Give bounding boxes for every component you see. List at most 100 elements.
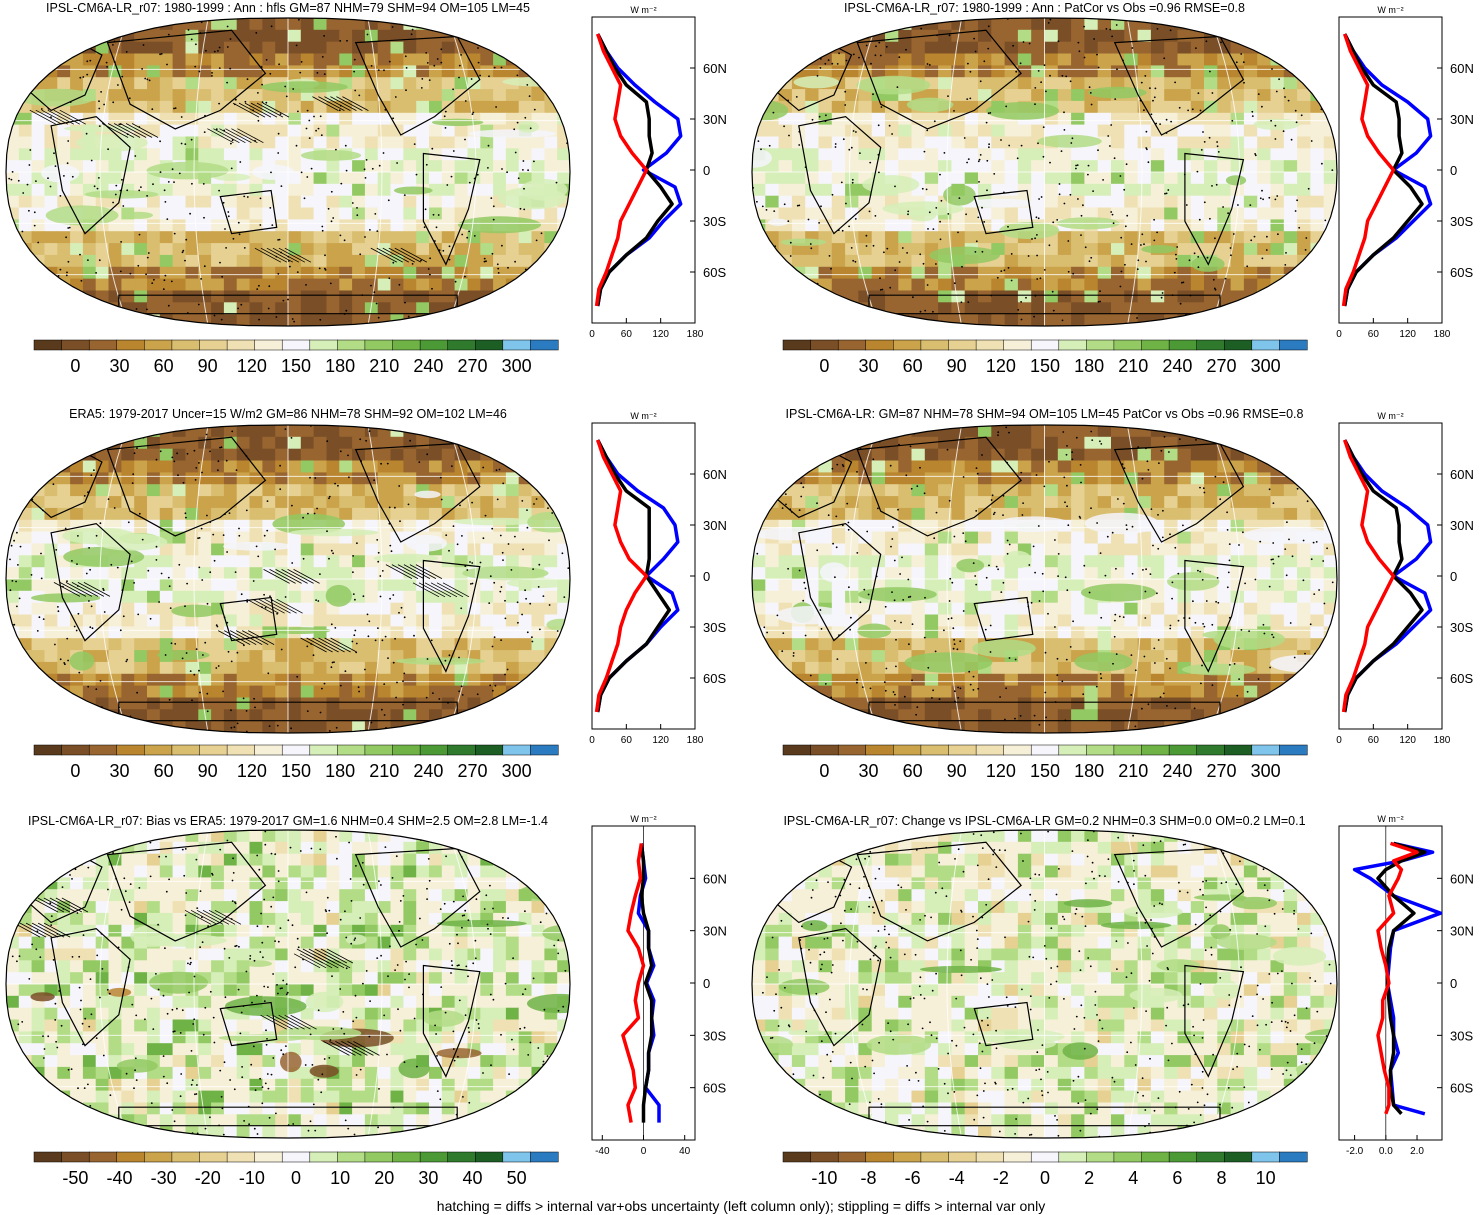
profile-lat-label: 30N [1450,112,1474,127]
colorbar-swatch [1168,744,1198,756]
colorbar-swatch [975,339,1005,351]
colorbar-tick-label: 300 [502,356,532,376]
profile-lat-label: 30S [1450,214,1473,229]
map-outline [751,424,1338,734]
profile-unit: W m⁻² [630,5,656,15]
colorbar-swatch [893,1151,922,1163]
zonal-profile: W m⁻² 60N 30N 0 30S 60S 0 60 120 180 [1336,5,1474,340]
profile-unit: W m⁻² [630,814,656,824]
colorbar-swatch [226,744,256,756]
colorbar-tick-label: 120 [237,356,267,376]
colorbar-swatch [419,339,449,351]
profile-x-label: -40 [595,1146,610,1157]
profile-x-label: 180 [1434,735,1451,746]
colorbar-tick-label: 40 [462,1168,482,1188]
colorbar-tick-label: 30 [858,761,878,781]
profile-x-label: 120 [652,735,669,746]
colorbar-swatch [1058,339,1087,351]
panel-title: IPSL-CM6A-LR: GM=87 NHM=78 SHM=94 OM=105… [786,407,1304,421]
colorbar-swatch [144,1151,173,1163]
colorbar-tick-label: 0 [291,1168,301,1188]
map-outline [5,829,571,1139]
panel-title: ERA5: 1979-2017 Uncer=15 W/m2 GM=86 NHM=… [69,407,507,421]
colorbar-swatch [1003,339,1032,351]
profile-lat-label: 60S [1450,1081,1473,1096]
profile-lat-label: 30S [703,1028,726,1043]
colorbar-tick-label: 180 [1074,761,1104,781]
colorbar-swatch [1251,1151,1280,1163]
zonal-profile: W m⁻² 60N 30N 0 30S 60S -2.0 0.0 2.0 [1338,814,1474,1157]
colorbar-swatch [447,1151,476,1163]
map-field [6,830,570,1138]
colorbar-swatch [309,339,338,351]
colorbar-swatch [782,744,812,756]
colorbar-swatch [920,339,950,351]
colorbar-swatch [920,1151,950,1163]
colorbar-swatch [33,339,63,351]
map-field [6,18,570,326]
profile-x-label: 120 [1399,329,1416,340]
colorbar-swatch [1251,744,1280,756]
colorbar-swatch [392,1151,421,1163]
colorbar-swatch [810,1151,839,1163]
colorbar-swatch [116,744,145,756]
colorbar-swatch [1003,744,1032,756]
colorbar-tick-label: -8 [860,1168,876,1188]
colorbar-tick-label: 270 [1206,356,1236,376]
colorbar-swatch [502,1151,531,1163]
colorbar-swatch [975,1151,1005,1163]
colorbar-swatch [502,339,531,351]
profile-x-label: 60 [621,735,633,746]
colorbar-swatch [116,1151,145,1163]
colorbar-tick-label: 210 [369,356,399,376]
colorbar-swatch [475,339,504,351]
colorbar-swatch [61,339,90,351]
map-outline [751,17,1338,327]
colorbar-swatch [281,1151,311,1163]
colorbar-tick-label: 300 [502,761,532,781]
profile-x-label: 180 [687,329,704,340]
panel-group: IPSL-CM6A-LR_r07: 1980-1999 : Ann : hfls… [5,1,1474,1188]
colorbar: 0 30 60 90 120 150 180 210 240 270 300 [33,744,559,781]
colorbar-swatch [502,744,531,756]
colorbar-swatch [364,1151,394,1163]
colorbar-tick-label: 60 [154,761,174,781]
colorbar-swatch [1113,339,1143,351]
colorbar-tick-label: 0 [1040,1168,1050,1188]
colorbar-swatch [782,1151,812,1163]
colorbar-tick-label: 150 [1030,761,1060,781]
colorbar-swatch [1168,1151,1198,1163]
colorbar-tick-label: 150 [281,761,311,781]
colorbar-tick-label: 0 [819,761,829,781]
zonal-profile: W m⁻² 60N 30N 0 30S 60S 0 60 120 180 [589,411,727,746]
colorbar-swatch [1113,744,1143,756]
colorbar-swatch [171,744,201,756]
profile-lat-label: 0 [1450,569,1457,584]
colorbar-tick-label: 120 [237,761,267,781]
panel-title: IPSL-CM6A-LR_r07: Change vs IPSL-CM6A-LR… [783,814,1305,828]
zonal-profile: W m⁻² 60N 30N 0 30S 60S 0 60 120 180 [589,5,727,340]
panel-title: IPSL-CM6A-LR_r07: 1980-1999 : Ann : hfls… [46,1,530,15]
profile-lat-label: 60N [703,871,727,886]
colorbar-swatch [1058,744,1087,756]
profile-x-label: 120 [1399,735,1416,746]
colorbar-swatch [1141,339,1170,351]
colorbar-tick-label: 210 [369,761,399,781]
colorbar-swatch [1196,744,1225,756]
profile-unit: W m⁻² [1377,411,1403,421]
profile-lat-label: 60S [1450,265,1473,280]
profile-unit: W m⁻² [1377,5,1403,15]
profile-x-label: 0 [1336,329,1342,340]
colorbar-swatch [254,744,283,756]
profile-lat-label: 60S [703,1081,726,1096]
colorbar-swatch [1224,1151,1253,1163]
colorbar-swatch [392,339,421,351]
colorbar-tick-label: 30 [418,1168,438,1188]
colorbar-swatch [893,744,922,756]
profile-lat-label: 0 [1450,163,1457,178]
profile-lat-label: 30N [1450,518,1474,533]
colorbar-swatch [475,1151,504,1163]
profile-line [594,439,649,713]
colorbar-swatch [392,744,421,756]
